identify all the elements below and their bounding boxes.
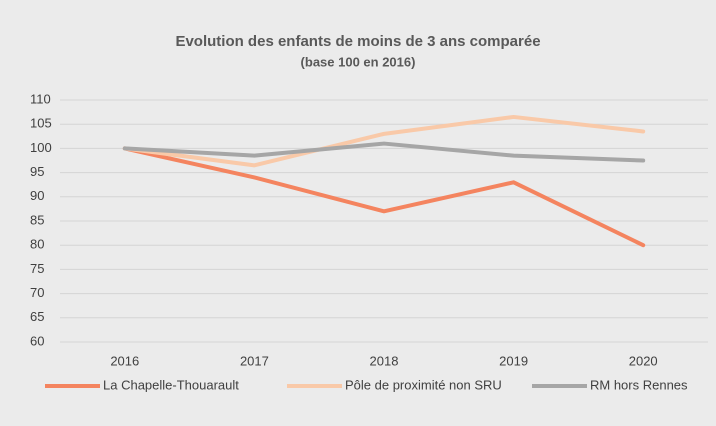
chart-subtitle: (base 100 en 2016) (301, 54, 416, 69)
y-tick-label: 60 (30, 333, 44, 348)
line-series (122, 114, 646, 168)
x-tick-label: 2019 (499, 353, 528, 368)
y-tick-label: 100 (30, 140, 52, 155)
y-tick-label: 75 (30, 261, 44, 276)
legend-label: La Chapelle-Thouarault (103, 377, 239, 392)
chart-title: Evolution des enfants de moins de 3 ans … (175, 33, 540, 50)
x-tick-label: 2017 (240, 353, 269, 368)
x-tick-label: 2018 (370, 353, 399, 368)
y-tick-label: 65 (30, 309, 44, 324)
legend-label: Pôle de proximité non SRU (345, 377, 502, 392)
y-tick-label: 110 (30, 91, 51, 106)
legend-label: RM hors Rennes (590, 377, 688, 392)
y-tick-label: 80 (30, 237, 44, 252)
y-tick-label: 105 (30, 116, 52, 131)
line-series (122, 141, 646, 163)
y-tick-label: 95 (30, 164, 44, 179)
line-series (122, 146, 646, 248)
y-tick-label: 85 (30, 212, 44, 227)
y-tick-label: 70 (30, 285, 44, 300)
y-tick-label: 90 (30, 188, 44, 203)
x-tick-label: 2020 (629, 353, 658, 368)
x-tick-label: 2016 (110, 353, 139, 368)
